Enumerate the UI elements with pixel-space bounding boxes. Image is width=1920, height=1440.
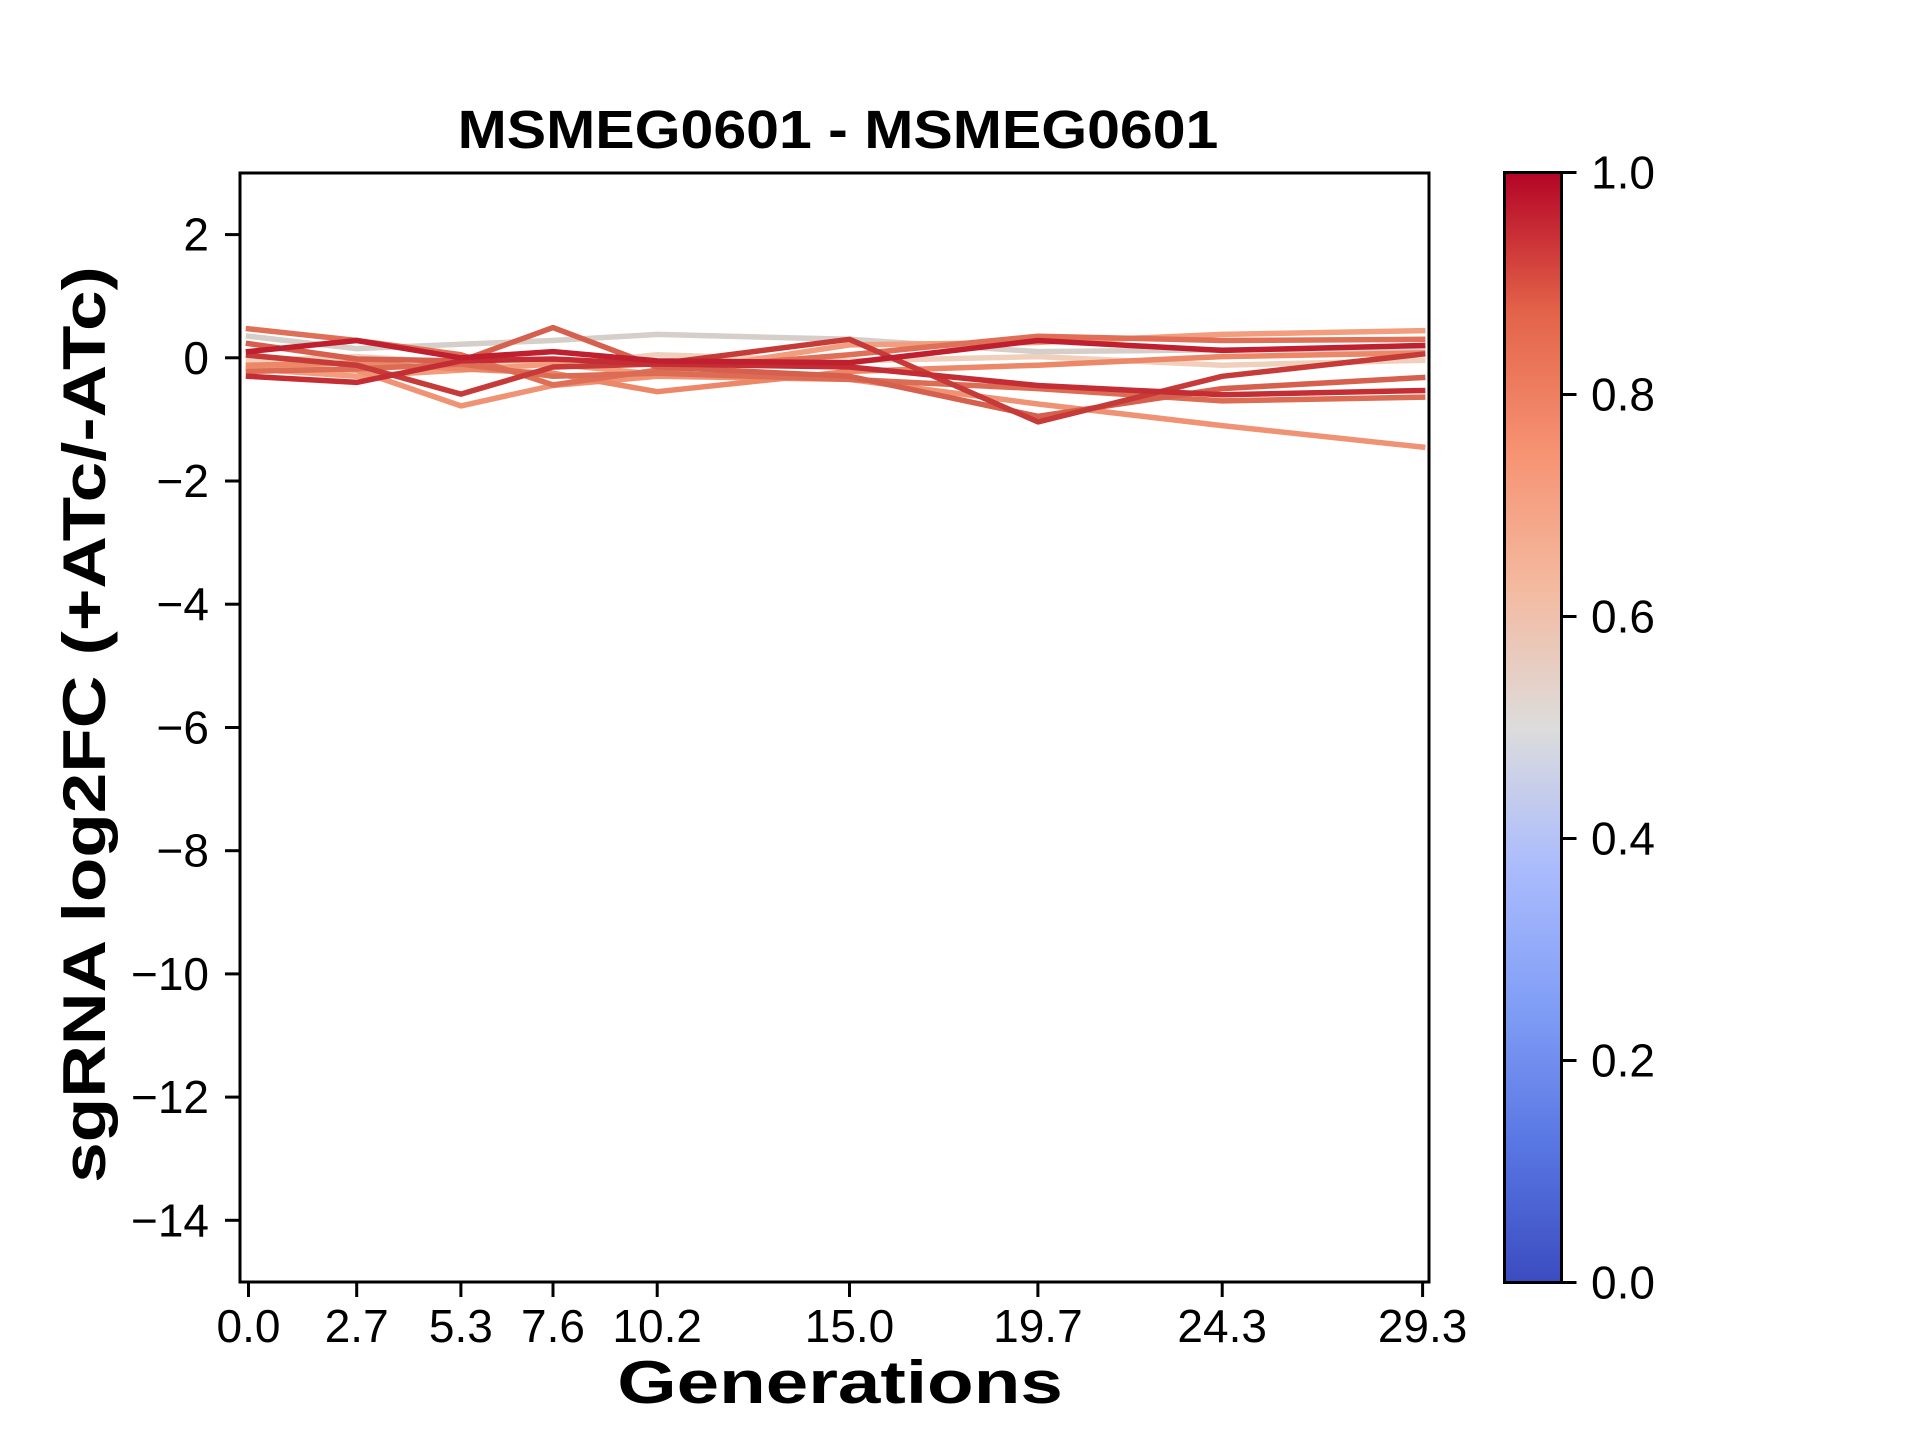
svg-text:−4: −4: [157, 578, 209, 630]
svg-text:15.0: 15.0: [805, 1300, 895, 1352]
svg-text:0: 0: [183, 332, 209, 384]
svg-text:sgRNA log2FC (+ATc/-ATc): sgRNA log2FC (+ATc/-ATc): [52, 266, 119, 1182]
svg-text:19.7: 19.7: [993, 1300, 1083, 1352]
svg-text:2: 2: [183, 209, 209, 261]
svg-text:−6: −6: [157, 702, 209, 754]
svg-text:2.7: 2.7: [325, 1300, 389, 1352]
svg-text:29.3: 29.3: [1378, 1300, 1468, 1352]
svg-text:Generations: Generations: [617, 1349, 1063, 1416]
svg-text:5.3: 5.3: [429, 1300, 493, 1352]
svg-text:0.6: 0.6: [1591, 591, 1655, 643]
svg-text:0.0: 0.0: [217, 1300, 281, 1352]
svg-text:0.8: 0.8: [1591, 369, 1655, 421]
svg-text:7.6: 7.6: [521, 1300, 585, 1352]
svg-text:0.4: 0.4: [1591, 813, 1655, 865]
svg-text:0.0: 0.0: [1591, 1257, 1655, 1309]
svg-text:−10: −10: [131, 948, 209, 1000]
svg-text:0.2: 0.2: [1591, 1035, 1655, 1087]
svg-text:−2: −2: [157, 455, 209, 507]
svg-text:−12: −12: [131, 1071, 209, 1123]
svg-text:−8: −8: [157, 825, 209, 877]
svg-text:24.3: 24.3: [1177, 1300, 1267, 1352]
svg-text:10.2: 10.2: [612, 1300, 702, 1352]
svg-text:−14: −14: [131, 1194, 209, 1246]
svg-text:MSMEG0601 - MSMEG0601: MSMEG0601 - MSMEG0601: [458, 99, 1219, 159]
svg-text:1.0: 1.0: [1591, 147, 1655, 199]
